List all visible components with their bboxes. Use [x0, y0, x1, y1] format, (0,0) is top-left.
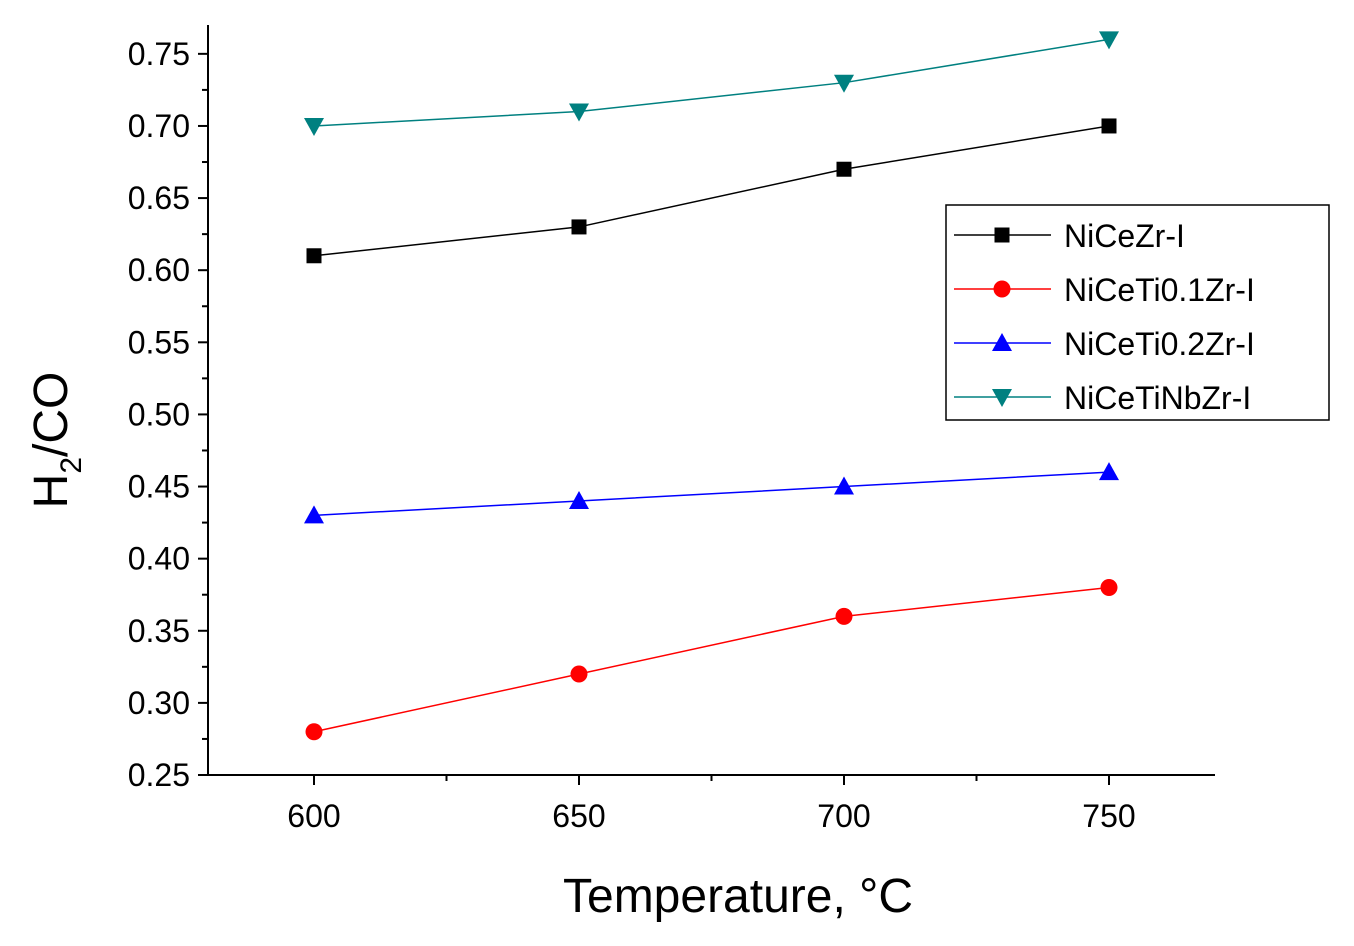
- y-tick-label: 0.65: [128, 180, 190, 216]
- legend-item: NiCeTi0.2Zr-I: [954, 326, 1255, 362]
- legend-label: NiCeTi0.1Zr-I: [1064, 272, 1255, 308]
- data-point: [304, 505, 324, 524]
- legend-marker: [993, 280, 1011, 298]
- series-layer: [304, 31, 1119, 741]
- x-tick-label: 650: [552, 798, 605, 834]
- y-tick-label: 0.45: [128, 469, 190, 505]
- series-line: [313, 586, 1110, 733]
- x-axis-title: Temperature, °C: [563, 870, 913, 923]
- data-point: [1100, 579, 1118, 596]
- legend-marker: [994, 227, 1010, 243]
- legend-label: NiCeTiNbZr-I: [1064, 380, 1251, 416]
- series-3: [304, 31, 1119, 136]
- legend-marker: [992, 389, 1012, 407]
- data-point: [835, 607, 853, 625]
- series-line: [313, 38, 1110, 127]
- data-point: [571, 219, 587, 235]
- data-point: [304, 117, 324, 136]
- data-point: [834, 476, 854, 495]
- y-tick-label: 0.60: [128, 252, 190, 288]
- y-tick-label: 0.30: [128, 685, 190, 721]
- series-line: [313, 125, 1110, 257]
- legend-item: NiCeZr-I: [954, 218, 1185, 254]
- y-tick-label: 0.70: [128, 108, 190, 144]
- x-tick-label: 750: [1082, 798, 1135, 834]
- series-1: [305, 579, 1118, 741]
- data-point: [1101, 118, 1117, 134]
- data-point: [1099, 462, 1119, 481]
- y-tick-label: 0.25: [128, 757, 190, 793]
- series-line: [313, 471, 1110, 517]
- y-tick-label: 0.35: [128, 613, 190, 649]
- data-point: [569, 490, 589, 509]
- y-tick-label: 0.40: [128, 541, 190, 577]
- data-point: [834, 74, 854, 93]
- data-point: [570, 665, 588, 683]
- legend-label: NiCeZr-I: [1064, 218, 1185, 254]
- legend-item: NiCeTi0.1Zr-I: [954, 272, 1255, 308]
- legend-item: NiCeTiNbZr-I: [954, 380, 1251, 416]
- y-axis-title: H2/CO: [25, 372, 88, 509]
- data-point: [305, 723, 323, 741]
- series-2: [304, 462, 1119, 524]
- data-point: [836, 161, 852, 177]
- legend-label: NiCeTi0.2Zr-I: [1064, 326, 1255, 362]
- legend: NiCeZr-I NiCeTi0.1Zr-I NiCeTi0.2Zr-I NiCeTi…: [945, 204, 1330, 421]
- data-point: [1099, 31, 1119, 50]
- series-0: [306, 118, 1117, 264]
- y-tick-label: 0.55: [128, 324, 190, 360]
- y-tick-label: 0.75: [128, 36, 190, 72]
- axes: 0.25 0.30 0.35 0.40 0.45 0.50 0.55 0.60 0.65 0.70…: [128, 25, 1215, 834]
- x-tick-label: 600: [287, 798, 340, 834]
- legend-marker: [992, 333, 1012, 351]
- x-tick-label: 700: [817, 798, 870, 834]
- y-tick-label: 0.50: [128, 396, 190, 432]
- data-point: [569, 103, 589, 122]
- legend-box: [945, 204, 1330, 421]
- data-point: [306, 248, 322, 264]
